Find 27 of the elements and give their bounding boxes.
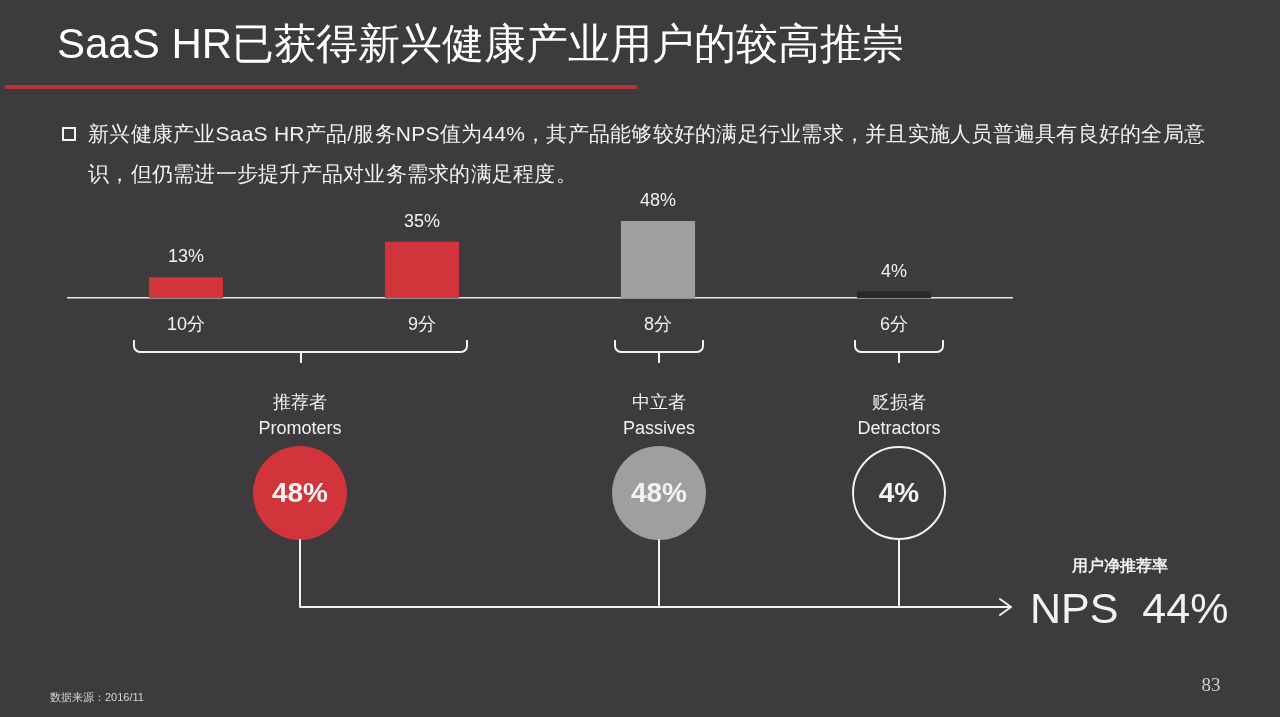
x-tick-label: 8分: [643, 313, 673, 334]
text: NPS 44%: [1030, 584, 1229, 634]
text: 48%: [630, 476, 688, 510]
data-label: 35%: [403, 210, 441, 231]
bar: [856, 291, 932, 298]
text: Passives: [622, 417, 696, 439]
bar: [384, 241, 460, 298]
text: Promoters: [258, 417, 342, 439]
data-label: 13%: [167, 246, 205, 267]
text: 4%: [878, 476, 920, 510]
text: Detractors: [857, 417, 941, 439]
data-label: 48%: [639, 189, 677, 210]
text: 48%: [271, 476, 329, 510]
bar: [148, 277, 224, 298]
source-note: 数据来源：2016/11: [50, 690, 144, 704]
bar: [620, 221, 696, 298]
data-label: 4%: [880, 260, 908, 281]
chart-subtitle: 新兴健康产业SaaS HR产品/服务NPS值为44%，其产品能够较好的满足行业需求，并且实施人员普遍具有良好的全局意识，但仍需进一步提升产品对业务需求的满足程度。: [88, 122, 1206, 185]
x-tick-label: 6分: [879, 313, 909, 334]
text: 推荐者: [273, 391, 327, 413]
text: 中立者: [632, 391, 686, 413]
text: 用户净推荐率: [1072, 556, 1168, 576]
text: 贬损者: [872, 391, 926, 413]
text: 83: [1201, 674, 1221, 696]
x-tick-label: 10分: [166, 313, 206, 334]
x-tick-label: 9分: [407, 313, 437, 334]
chart-title: SaaS HR已获得新兴健康产业用户的较高推崇: [57, 19, 905, 69]
